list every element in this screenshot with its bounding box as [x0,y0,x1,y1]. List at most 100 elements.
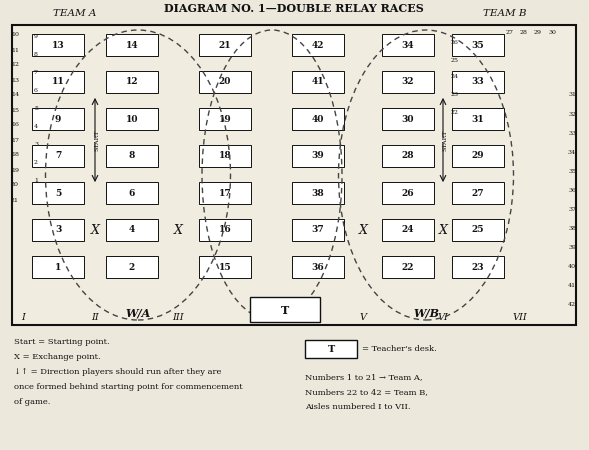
Text: 29: 29 [534,30,542,35]
Text: 28: 28 [402,152,414,161]
Text: 9: 9 [55,114,61,123]
Text: 35: 35 [568,169,576,174]
Bar [106,108,158,130]
Bar [32,145,84,167]
Bar [382,34,434,56]
Text: 25: 25 [451,58,459,63]
Text: 22: 22 [451,109,459,114]
Bar [452,34,504,56]
Text: 24: 24 [451,75,459,80]
Text: 39: 39 [568,245,576,250]
Bar [452,71,504,93]
Bar [452,219,504,241]
Text: 41: 41 [312,77,325,86]
Text: 36: 36 [568,188,576,193]
Text: X: X [91,224,100,237]
Bar [292,256,344,278]
Text: 37: 37 [312,225,325,234]
Text: 25: 25 [472,225,484,234]
Text: 27: 27 [472,189,484,198]
Bar [452,182,504,204]
Text: 32: 32 [568,112,576,117]
Text: 19: 19 [11,167,19,172]
Text: 30: 30 [402,114,414,123]
Text: 5: 5 [55,189,61,198]
Text: 40: 40 [568,264,576,269]
Text: Aisles numbered I to VII.: Aisles numbered I to VII. [305,403,411,411]
Text: 26: 26 [402,189,414,198]
Text: X: X [359,224,368,237]
Text: 1: 1 [55,262,61,271]
Text: 12: 12 [11,63,19,68]
Text: 6: 6 [129,189,135,198]
Text: 14: 14 [11,93,19,98]
Text: 21: 21 [11,198,19,203]
Text: 36: 36 [312,262,325,271]
Bar [32,182,84,204]
Text: 23: 23 [472,262,484,271]
Bar [382,108,434,130]
Text: 27: 27 [506,30,514,35]
Text: 38: 38 [568,226,576,231]
Text: 2: 2 [34,160,38,165]
Bar [106,256,158,278]
Text: 30: 30 [548,30,556,35]
Text: 28: 28 [520,30,528,35]
Text: II: II [91,312,99,321]
Text: X: X [439,224,448,237]
Text: 11: 11 [52,77,64,86]
Text: 40: 40 [312,114,324,123]
Text: 17: 17 [219,189,231,198]
Bar [452,145,504,167]
Text: 37: 37 [568,207,576,212]
Text: 31: 31 [472,114,484,123]
Bar [250,297,320,322]
Text: 8: 8 [129,152,135,161]
Text: 8: 8 [34,52,38,57]
Text: X = Exchange point.: X = Exchange point. [14,353,101,361]
Text: 34: 34 [568,150,576,155]
Text: 16: 16 [11,122,19,127]
Text: = Teacher's desk.: = Teacher's desk. [362,345,437,353]
Bar [106,182,158,204]
Text: 11: 11 [11,48,19,53]
Text: 35: 35 [472,40,484,50]
Bar [382,219,434,241]
Bar [452,108,504,130]
Bar [292,182,344,204]
Text: Numbers 1 to 21 → Team A,: Numbers 1 to 21 → Team A, [305,373,422,381]
Bar [382,71,434,93]
Text: X: X [174,224,183,237]
Bar [106,34,158,56]
Text: 26: 26 [451,40,459,45]
Text: 13: 13 [11,77,19,82]
Text: Numbers 22 to 42 = Team B,: Numbers 22 to 42 = Team B, [305,388,428,396]
Text: 32: 32 [402,77,414,86]
Text: 10: 10 [125,114,138,123]
Bar [199,182,251,204]
Text: START: START [442,130,448,151]
Text: 21: 21 [219,40,231,50]
Text: V: V [359,312,366,321]
Text: 42: 42 [568,302,576,307]
Text: T: T [327,345,335,354]
Text: 9: 9 [34,35,38,40]
Bar [199,219,251,241]
Text: ↓↑ = Direction players should run after they are: ↓↑ = Direction players should run after … [14,368,221,376]
Text: of game.: of game. [14,398,51,406]
Bar [199,256,251,278]
Text: VI: VI [438,312,448,321]
Text: 18: 18 [11,153,19,158]
Bar [382,182,434,204]
Bar [32,219,84,241]
Text: 6: 6 [34,88,38,93]
Bar [106,145,158,167]
Text: W/B: W/B [413,307,439,319]
Text: 12: 12 [125,77,138,86]
Text: 4: 4 [129,225,135,234]
Text: 7: 7 [34,70,38,75]
Text: III: III [172,312,184,321]
Text: 17: 17 [11,138,19,143]
Bar [199,145,251,167]
Text: IV: IV [267,312,277,321]
